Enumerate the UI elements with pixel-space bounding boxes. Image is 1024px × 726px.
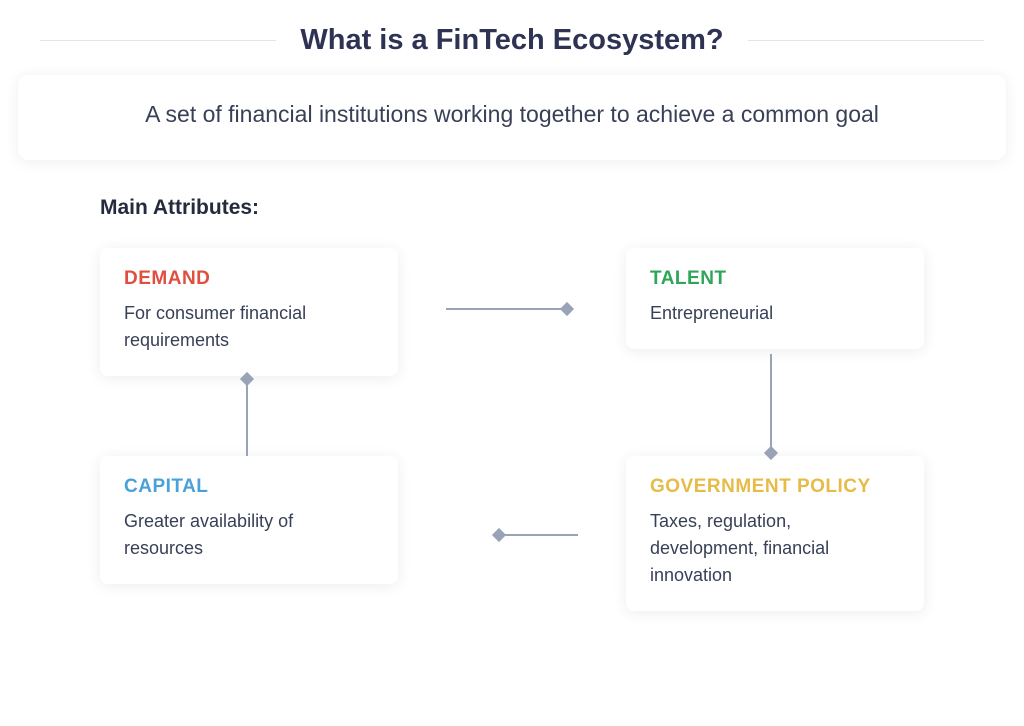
- connector-capital-demand: [246, 378, 248, 456]
- title-rule-right: [748, 40, 984, 41]
- connector-line: [446, 308, 568, 310]
- card-demand-title: DEMAND: [124, 268, 374, 290]
- page-title: What is a FinTech Ecosystem?: [300, 24, 723, 57]
- card-capital: CAPITAL Greater availability of resource…: [100, 456, 398, 584]
- card-demand-desc: For consumer financial requirements: [124, 300, 374, 354]
- card-government-title: GOVERNMENT POLICY: [650, 476, 900, 498]
- diamond-icon: [560, 301, 574, 315]
- card-talent-desc: Entrepreneurial: [650, 300, 900, 327]
- connector-line: [498, 534, 578, 536]
- card-demand: DEMAND For consumer financial requiremen…: [100, 248, 398, 376]
- card-talent: TALENT Entrepreneurial: [626, 248, 924, 349]
- connector-line: [770, 354, 772, 454]
- connector-demand-talent: [446, 308, 568, 310]
- card-capital-title: CAPITAL: [124, 476, 374, 498]
- infographic-root: What is a FinTech Ecosystem? A set of fi…: [0, 0, 1024, 648]
- card-government-desc: Taxes, regulation, development, financia…: [650, 508, 900, 589]
- card-capital-desc: Greater availability of resources: [124, 508, 374, 562]
- attributes-grid: DEMAND For consumer financial requiremen…: [100, 248, 924, 648]
- connector-government-capital: [498, 534, 578, 536]
- attributes-label: Main Attributes:: [100, 196, 1024, 220]
- title-row: What is a FinTech Ecosystem?: [0, 0, 1024, 57]
- subtitle-card: A set of financial institutions working …: [18, 75, 1006, 160]
- connector-line: [246, 378, 248, 456]
- card-talent-title: TALENT: [650, 268, 900, 290]
- connector-talent-government: [770, 354, 772, 454]
- card-government: GOVERNMENT POLICY Taxes, regulation, dev…: [626, 456, 924, 611]
- subtitle-text: A set of financial institutions working …: [58, 97, 966, 132]
- title-rule-left: [40, 40, 276, 41]
- diamond-icon: [492, 527, 506, 541]
